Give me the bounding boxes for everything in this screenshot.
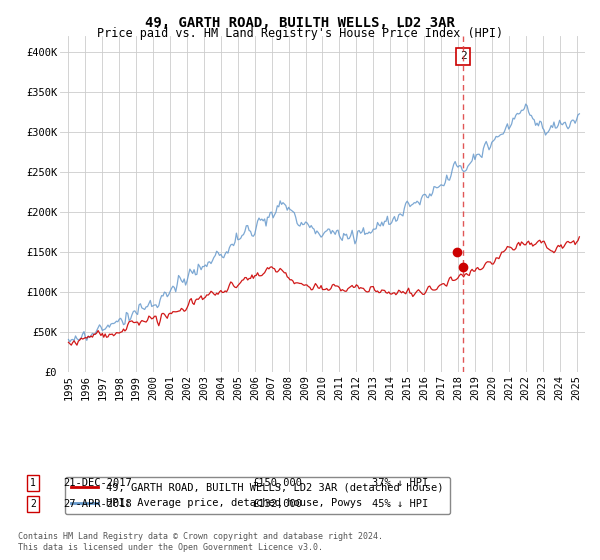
Text: 45% ↓ HPI: 45% ↓ HPI [372, 499, 428, 509]
Text: 21-DEC-2017: 21-DEC-2017 [63, 478, 132, 488]
Text: 2: 2 [460, 52, 466, 62]
Text: 2: 2 [30, 499, 36, 509]
Text: 27-APR-2018: 27-APR-2018 [63, 499, 132, 509]
Text: Contains HM Land Registry data © Crown copyright and database right 2024.
This d: Contains HM Land Registry data © Crown c… [18, 532, 383, 552]
Text: 49, GARTH ROAD, BUILTH WELLS, LD2 3AR: 49, GARTH ROAD, BUILTH WELLS, LD2 3AR [145, 16, 455, 30]
Text: Price paid vs. HM Land Registry's House Price Index (HPI): Price paid vs. HM Land Registry's House … [97, 27, 503, 40]
Legend: 49, GARTH ROAD, BUILTH WELLS, LD2 3AR (detached house), HPI: Average price, deta: 49, GARTH ROAD, BUILTH WELLS, LD2 3AR (d… [65, 477, 449, 515]
Text: £150,000: £150,000 [252, 478, 302, 488]
Text: 37% ↓ HPI: 37% ↓ HPI [372, 478, 428, 488]
Text: £132,000: £132,000 [252, 499, 302, 509]
Text: 1: 1 [30, 478, 36, 488]
